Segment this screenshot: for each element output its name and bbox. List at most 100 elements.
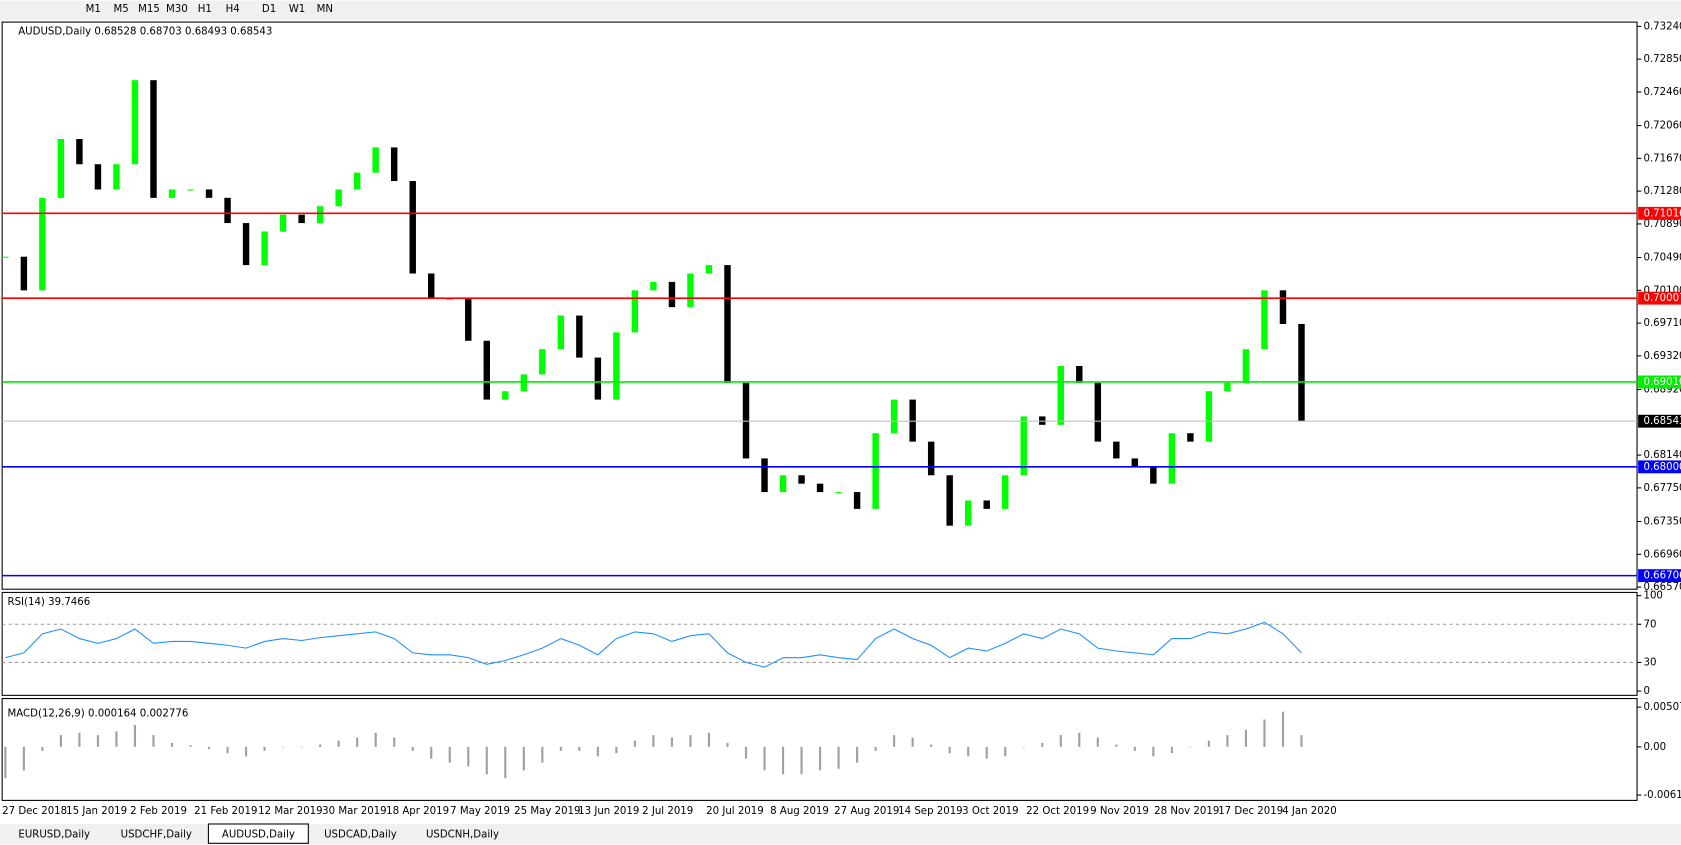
candle bbox=[631, 290, 639, 333]
candle bbox=[853, 492, 861, 509]
candle bbox=[687, 273, 694, 308]
candle bbox=[983, 500, 990, 509]
chart-tab[interactable]: AUDUSD,Daily bbox=[222, 830, 295, 841]
macd-bar bbox=[96, 735, 100, 747]
candle bbox=[76, 139, 83, 165]
candle bbox=[224, 197, 231, 224]
x-tick-label: 17 Dec 2019 bbox=[1218, 806, 1283, 817]
level-box bbox=[1638, 291, 1681, 305]
macd-bar bbox=[763, 746, 766, 771]
candle bbox=[779, 475, 787, 493]
candle bbox=[668, 281, 676, 308]
macd-bar bbox=[559, 746, 562, 751]
macd-bar bbox=[744, 746, 748, 759]
y-tick-label: 0.005076 bbox=[1643, 702, 1681, 713]
pane-title: RSI(14) 39.7466 bbox=[8, 597, 91, 608]
macd-bar bbox=[411, 746, 414, 751]
macd-bar bbox=[911, 737, 914, 747]
timeframe-button[interactable]: M30 bbox=[166, 4, 188, 15]
candle bbox=[742, 382, 750, 459]
macd-bar bbox=[22, 746, 25, 771]
timeframe-button[interactable]: M5 bbox=[114, 4, 129, 15]
macd-bar bbox=[504, 746, 507, 779]
chart-tab[interactable]: USDCHF,Daily bbox=[121, 830, 192, 841]
macd-bar bbox=[1115, 744, 1118, 747]
x-tick-label: 4 Jan 2020 bbox=[1282, 806, 1337, 817]
timeframe-button[interactable]: M1 bbox=[86, 4, 101, 15]
timeframe-button[interactable]: D1 bbox=[262, 4, 276, 15]
candle bbox=[446, 298, 453, 300]
level-box bbox=[1638, 206, 1681, 220]
candle bbox=[946, 475, 953, 526]
macd-bar bbox=[967, 746, 970, 757]
candle bbox=[150, 80, 157, 198]
macd-bar bbox=[189, 745, 192, 747]
x-tick-label: 21 Feb 2019 bbox=[194, 806, 257, 817]
y-tick-label: 100 bbox=[1643, 591, 1662, 602]
candle bbox=[835, 492, 842, 494]
macd-bar bbox=[781, 746, 785, 775]
chart-tab[interactable]: EURUSD,Daily bbox=[18, 830, 90, 841]
rsi-line bbox=[5, 621, 1302, 668]
x-tick-label: 2 Jul 2019 bbox=[642, 806, 693, 817]
x-tick-label: 9 Nov 2019 bbox=[1090, 806, 1149, 817]
candle bbox=[1002, 475, 1009, 509]
macd-bar bbox=[1300, 735, 1303, 747]
x-tick-label: 8 Aug 2019 bbox=[770, 806, 829, 817]
macd-bar bbox=[4, 746, 7, 779]
candle bbox=[1168, 433, 1176, 484]
x-tick-label: 25 May 2019 bbox=[514, 806, 580, 817]
candle bbox=[409, 181, 416, 274]
macd-bar bbox=[670, 737, 674, 747]
x-tick-label: 13 Jun 2019 bbox=[578, 806, 639, 817]
macd-bar bbox=[115, 731, 118, 747]
macd-bar bbox=[374, 732, 377, 747]
timeframe-button[interactable]: M15 bbox=[138, 4, 160, 15]
macd-bar bbox=[282, 746, 285, 748]
chart-tab[interactable]: USDCAD,Daily bbox=[324, 830, 397, 841]
timeframe-button[interactable]: H1 bbox=[198, 4, 212, 15]
candle bbox=[1298, 323, 1305, 422]
x-tick-label: 20 Jul 2019 bbox=[706, 806, 764, 817]
candle bbox=[557, 315, 565, 350]
timeframe-button[interactable]: H4 bbox=[226, 4, 240, 15]
level-label: 0.71016 bbox=[1643, 208, 1681, 219]
candle bbox=[2, 256, 9, 258]
macd-bar bbox=[1152, 746, 1155, 757]
timeframe-button[interactable]: W1 bbox=[289, 4, 306, 15]
candle bbox=[242, 223, 250, 266]
macd-bar bbox=[1244, 729, 1248, 747]
candle bbox=[1020, 416, 1027, 476]
macd-bar bbox=[300, 746, 303, 748]
x-tick-label: 15 Jan 2019 bbox=[66, 806, 127, 817]
candle bbox=[483, 340, 490, 400]
x-tick-label: 18 Apr 2019 bbox=[386, 806, 449, 817]
macd-bar bbox=[893, 735, 896, 747]
macd-bar bbox=[522, 746, 525, 771]
y-tick-label: 70 bbox=[1643, 619, 1656, 630]
y-tick-label: 30 bbox=[1643, 657, 1656, 668]
candle bbox=[335, 189, 342, 207]
x-tick-label: 14 Sep 2019 bbox=[898, 806, 962, 817]
macd-bar bbox=[430, 746, 433, 759]
candle bbox=[390, 147, 398, 182]
rsi-pane bbox=[1, 591, 1638, 696]
candle bbox=[964, 500, 972, 526]
y-tick-label: -0.006148 bbox=[1643, 790, 1681, 801]
x-tick-label: 12 Mar 2019 bbox=[258, 806, 323, 817]
timeframe-button[interactable]: MN bbox=[317, 4, 333, 15]
toolbar bbox=[0, 0, 1681, 20]
tab-bar bbox=[0, 823, 1681, 845]
chart-tab[interactable]: USDCNH,Daily bbox=[426, 830, 499, 841]
active-tab bbox=[207, 823, 309, 844]
macd-bar bbox=[1189, 746, 1192, 748]
x-tick-label: 27 Dec 2018 bbox=[2, 806, 67, 817]
candle bbox=[1150, 466, 1157, 484]
candle bbox=[539, 349, 546, 375]
